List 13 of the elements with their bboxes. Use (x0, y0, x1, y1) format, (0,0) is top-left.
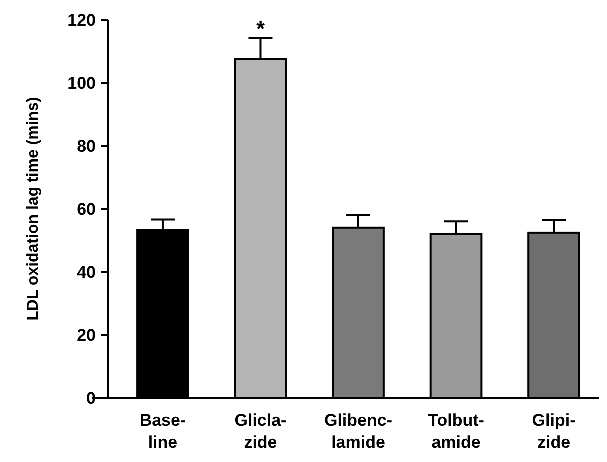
x-tick-label: Base- line (140, 411, 186, 452)
y-tick-label: 60 (77, 200, 96, 219)
y-tick-label: 40 (77, 262, 96, 282)
annotation: * (256, 16, 266, 42)
x-tick-label: Tolbut- amide (428, 411, 484, 452)
x-tick-label: Glicla- zide (234, 411, 287, 452)
y-tick-label: 100 (68, 74, 96, 93)
y-tick-label: 20 (77, 326, 96, 345)
y-axis-title: LDL oxidation lag time (mins) (25, 97, 42, 321)
y-tick-label: 80 (77, 136, 96, 156)
x-tick-label: Glibenc- lamide (324, 411, 393, 452)
x-tick-label: Glipi- zide (532, 411, 576, 452)
y-tick-label: 120 (68, 10, 96, 30)
